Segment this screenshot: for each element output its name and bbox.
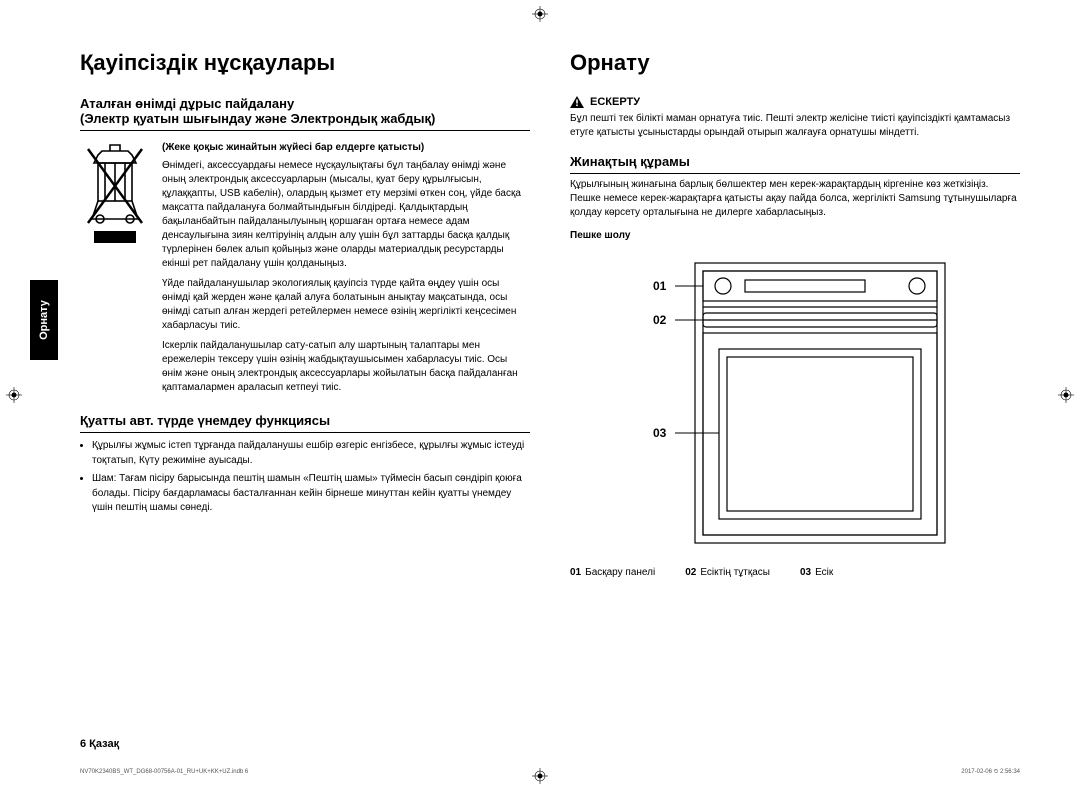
callout-01: 01: [653, 279, 667, 293]
warning-text: Бұл пешті тек білікті маман орнатуға тиі…: [570, 112, 1020, 140]
warning-label: ЕСКЕРТУ: [590, 96, 640, 108]
print-timestamp: 2017-02-06 ⏲ 2:56:34: [961, 769, 1020, 776]
subsection-disposal: Аталған өнімді дұрыс пайдалану (Электр қ…: [80, 96, 530, 131]
overview-label: Пешке шолу: [570, 230, 1020, 241]
contents-text: Құрылғының жинағына барлық бөлшектер мен…: [570, 178, 1020, 220]
legend-item: 03Есік: [800, 567, 833, 578]
callout-03: 03: [653, 426, 667, 440]
legend-item: 02Есіктің тұтқасы: [685, 567, 770, 578]
list-item: Шам: Тағам пісіру барысында пештің шамын…: [92, 472, 530, 516]
left-column: Қауіпсіздік нұсқаулары Аталған өнімді дұ…: [60, 50, 530, 578]
print-filename: NV70K2340BS_WT_DG68-00756A-01_RU+UK+KK+U…: [80, 769, 248, 776]
page-footer: 6 Қазақ: [80, 738, 119, 750]
weee-bin-icon: [80, 141, 150, 395]
list-item: Құрылғы жұмыс істеп тұрғанда пайдаланушы…: [92, 439, 530, 468]
warning-heading: ЕСКЕРТУ: [570, 96, 1020, 108]
subsection-powersave: Қуатты авт. түрде үнемдеу функциясы: [80, 413, 530, 433]
subsection-contents: Жинақтың құрамы: [570, 154, 1020, 174]
print-footer: NV70K2340BS_WT_DG68-00756A-01_RU+UK+KK+U…: [80, 769, 1020, 776]
disposal-text: (Жеке қоқыс жинайтын жүйесі бар елдерге …: [162, 141, 530, 395]
legend-item: 01Басқару панелі: [570, 567, 655, 578]
callout-02: 02: [653, 313, 667, 327]
disposal-block: (Жеке қоқыс жинайтын жүйесі бар елдерге …: [80, 141, 530, 395]
section-title-install: Орнату: [570, 50, 1020, 76]
oven-diagram: 01 02 03: [615, 253, 975, 553]
right-column: Орнату ЕСКЕРТУ Бұл пешті тек білікті мам…: [570, 50, 1020, 578]
powersave-bullets: Құрылғы жұмыс істеп тұрғанда пайдаланушы…: [80, 439, 530, 516]
warning-triangle-icon: [570, 96, 584, 108]
legend-row: 01Басқару панелі 02Есіктің тұтқасы 03Есі…: [570, 567, 1020, 578]
section-title-safety: Қауіпсіздік нұсқаулары: [80, 50, 530, 76]
page: Қауіпсіздік нұсқаулары Аталған өнімді дұ…: [0, 0, 1080, 608]
